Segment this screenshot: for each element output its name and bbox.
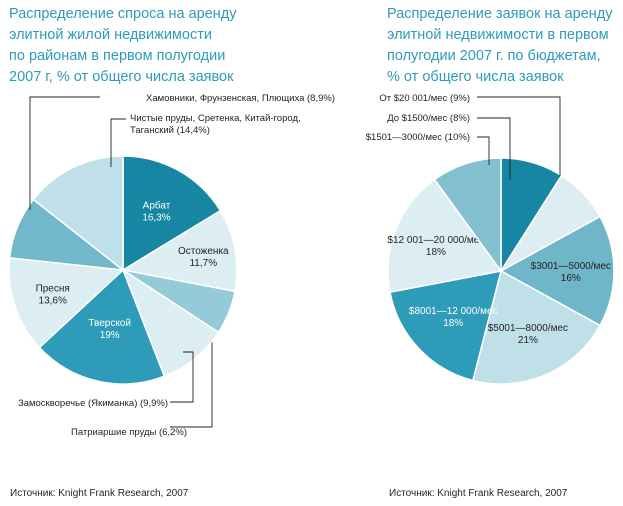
title-line: полугодии 2007 г. по бюджетам, <box>387 48 601 64</box>
leader-line <box>477 136 490 165</box>
source-note-right: Источник: Knight Frank Research, 2007 <box>389 488 568 499</box>
title-line: % от общего числа заявок <box>387 69 564 85</box>
slice-label: $12 001—20 000/мес 18% <box>387 235 484 258</box>
leader-line <box>170 351 194 403</box>
pie-slice <box>120 209 238 293</box>
slice-label-name: $5001—8000/мес <box>488 323 568 334</box>
slice-label-value: 16,3% <box>142 212 170 223</box>
leader-line <box>110 118 126 167</box>
chart-title-budgets: Распределение заявок на аренду элитной н… <box>387 4 623 88</box>
title-line: по районам в первом полугодии <box>9 48 226 64</box>
leader-line <box>477 96 561 183</box>
slice-label: $3001—5000/мес 16% <box>531 261 611 284</box>
title-line: Распределение заявок на аренду <box>387 6 613 22</box>
title-line: элитной жилой недвижимости <box>9 27 212 43</box>
title-line: элитной недвижимости в первом <box>387 27 609 43</box>
pie-slice <box>32 155 124 272</box>
slice-label-value: 19% <box>100 330 120 341</box>
pie-slice <box>499 215 615 327</box>
pie-slice <box>387 178 503 294</box>
slice-label-name: Остоженка <box>178 246 229 257</box>
callout-line: Чистые пруды, Сретенка, Китай-город, <box>130 113 301 124</box>
slice-label: Остоженка 11,7% <box>178 246 229 269</box>
source-note-left: Источник: Knight Frank Research, 2007 <box>10 488 189 499</box>
chart-title-districts: Распределение спроса на аренду элитной ж… <box>9 4 289 88</box>
title-line: Распределение спроса на аренду <box>9 6 237 22</box>
title-line: 2007 г, % от общего числа заявок <box>9 69 234 85</box>
slice-callout-label: Чистые пруды, Сретенка, Китай-город, Тага… <box>130 113 301 136</box>
slice-label-name: $3001—5000/мес <box>531 261 611 272</box>
slice-label-name: Арбат <box>143 199 171 211</box>
slice-label: Тверской 19% <box>88 318 131 341</box>
leader-line <box>477 117 511 180</box>
slice-label-value: 18% <box>426 247 446 258</box>
slice-label-value: 21% <box>518 335 538 346</box>
slice-label: Арбат 16,3% <box>142 199 170 223</box>
slice-callout-label: Замоскворечье (Якиманка) (9,9%) <box>18 398 168 409</box>
slice-label-value: 16% <box>561 273 581 284</box>
pie-slice <box>38 268 166 385</box>
slice-callout-label: Патриаршие пруды (6,2%) <box>71 427 187 438</box>
slice-label-name: Пресня <box>36 283 70 294</box>
slice-label-name: $12 001—20 000/мес <box>387 235 484 246</box>
slice-label-name: Тверской <box>88 318 131 329</box>
pie-slice <box>122 155 222 272</box>
leader-line <box>170 330 213 428</box>
slice-callout-label: Хамовники, Фрунзенская, Плющиха (8,9%) <box>146 93 335 104</box>
slice-label: $8001—12 000/мес 18% <box>409 306 498 329</box>
pie-slice <box>389 270 503 382</box>
slice-label-name: $8001—12 000/мес <box>409 306 498 317</box>
slice-label-value: 13,6% <box>39 295 67 306</box>
pie-slice <box>471 269 602 385</box>
slice-label-value: 18% <box>443 318 463 329</box>
slice-callout-label: До $1500/мес (8%) <box>387 113 470 124</box>
slice-callout-label: $1501—3000/мес (10%) <box>366 132 470 143</box>
slice-label: Пресня 13,6% <box>36 283 70 306</box>
callout-line: Таганский (14,4%) <box>130 125 210 136</box>
slice-label-value: 11,7% <box>189 258 217 269</box>
slice-callout-label: От $20 001/мес (9%) <box>379 93 470 104</box>
pie-slice <box>433 157 502 274</box>
pie-slice <box>8 257 125 349</box>
leader-line <box>29 96 100 210</box>
slice-label: $5001—8000/мес 21% <box>488 323 568 346</box>
